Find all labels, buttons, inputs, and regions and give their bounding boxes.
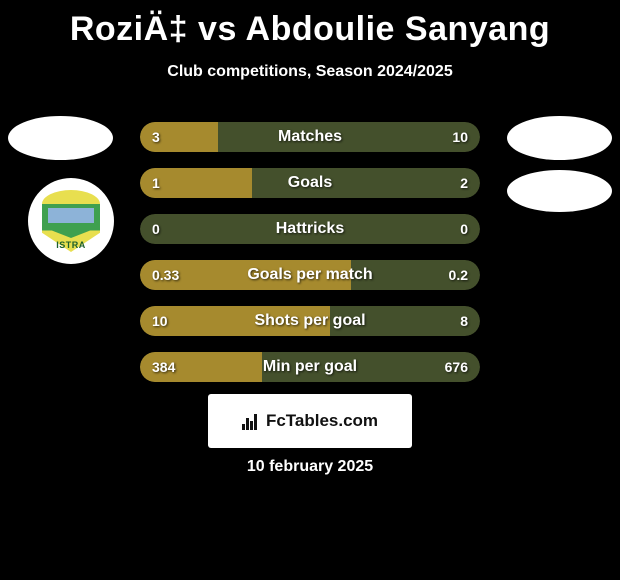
club-left-badge: ISTRA <box>28 178 114 264</box>
stat-label: Hattricks <box>140 214 480 244</box>
stat-label: Shots per goal <box>140 306 480 336</box>
stat-label: Goals per match <box>140 260 480 290</box>
shield-icon: ISTRA <box>42 190 100 252</box>
stat-row: 384676Min per goal <box>140 352 480 382</box>
stat-label: Matches <box>140 122 480 152</box>
player-left-avatar <box>8 116 113 160</box>
stat-row: 00Hattricks <box>140 214 480 244</box>
stat-row: 12Goals <box>140 168 480 198</box>
brand-text: FcTables.com <box>266 411 378 431</box>
bar-chart-icon <box>242 412 260 430</box>
brand-badge[interactable]: FcTables.com <box>208 394 412 448</box>
club-right-badge <box>507 170 612 212</box>
stat-label: Goals <box>140 168 480 198</box>
page-subtitle: Club competitions, Season 2024/2025 <box>0 63 620 81</box>
player-right-avatar <box>507 116 612 160</box>
page-title: RoziÄ‡ vs Abdoulie Sanyang <box>0 0 620 49</box>
comparison-chart: 310Matches 12Goals 00Hattricks 0.330.2Goals… <box>140 122 480 398</box>
stat-row: 108Shots per goal <box>140 306 480 336</box>
club-left-label: ISTRA <box>42 240 100 250</box>
stat-row: 0.330.2Goals per match <box>140 260 480 290</box>
stat-row: 310Matches <box>140 122 480 152</box>
footer-date: 10 february 2025 <box>0 458 620 476</box>
stat-label: Min per goal <box>140 352 480 382</box>
